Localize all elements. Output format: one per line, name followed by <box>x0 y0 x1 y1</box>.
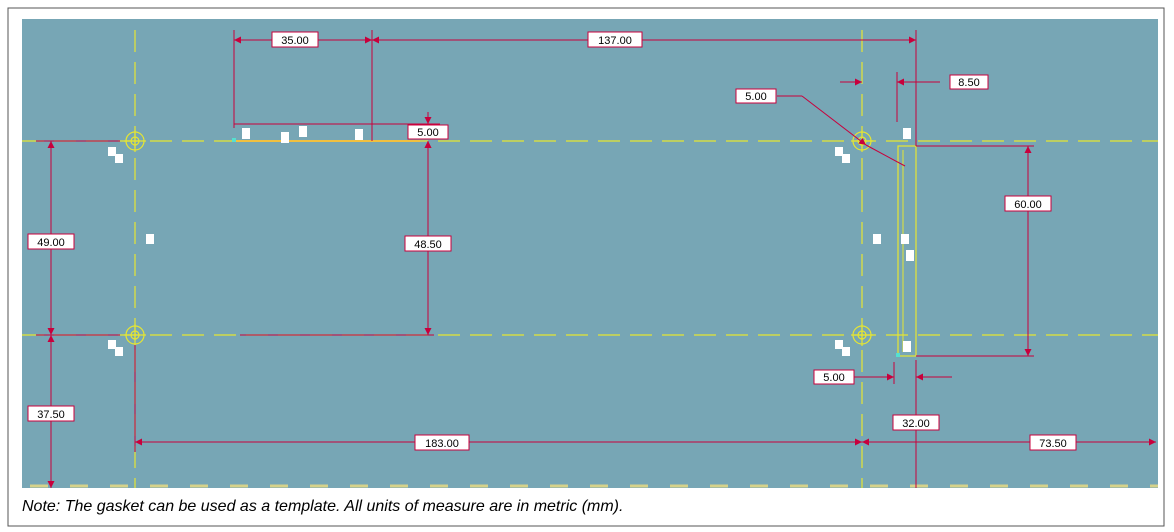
dim-label-49: 49.00 <box>27 233 75 250</box>
drawing-canvas <box>22 19 1158 488</box>
dim-label-73-5: 73.50 <box>1029 434 1077 451</box>
dim-label-35: 35.00 <box>271 31 319 48</box>
dim-label-5-bottom: 5.00 <box>813 369 855 385</box>
dim-label-60: 60.00 <box>1004 195 1052 212</box>
svg-text:8.50: 8.50 <box>958 77 979 89</box>
hole-top-left <box>124 130 146 152</box>
svg-text:32.00: 32.00 <box>902 418 930 430</box>
dim-label-48-5: 48.50 <box>404 235 452 252</box>
svg-text:73.50: 73.50 <box>1039 438 1067 450</box>
svg-text:137.00: 137.00 <box>598 35 632 47</box>
centerlines <box>22 30 1158 488</box>
dim-label-5-leader: 5.00 <box>735 88 777 104</box>
hole-bottom-right <box>851 324 873 346</box>
drawing-note: Note: The gasket can be used as a templa… <box>22 498 624 515</box>
svg-text:183.00: 183.00 <box>425 438 459 450</box>
svg-text:5.00: 5.00 <box>417 127 438 139</box>
svg-text:37.50: 37.50 <box>37 409 65 421</box>
svg-text:49.00: 49.00 <box>37 237 65 249</box>
dim-label-37-5: 37.50 <box>27 405 75 422</box>
dim-label-8-5: 8.50 <box>949 74 989 90</box>
dim-label-183: 183.00 <box>414 434 470 451</box>
svg-text:35.00: 35.00 <box>281 35 309 47</box>
svg-text:5.00: 5.00 <box>745 91 766 103</box>
hole-symbols <box>124 130 873 346</box>
svg-text:60.00: 60.00 <box>1014 199 1042 211</box>
dim-label-5-top: 5.00 <box>407 124 449 140</box>
dimension-labels: 35.00 137.00 5.00 5.00 8.50 60.00 49.00 <box>27 31 1077 451</box>
gasket-features <box>234 140 917 357</box>
dim-label-32: 32.00 <box>892 414 940 431</box>
right-slot-outline <box>897 145 917 357</box>
svg-text:48.50: 48.50 <box>414 239 442 251</box>
hole-bottom-left <box>124 324 146 346</box>
dimension-lines <box>36 30 1156 488</box>
dim-label-137: 137.00 <box>587 31 643 48</box>
reference-markers <box>108 126 914 357</box>
svg-text:5.00: 5.00 <box>823 372 844 384</box>
